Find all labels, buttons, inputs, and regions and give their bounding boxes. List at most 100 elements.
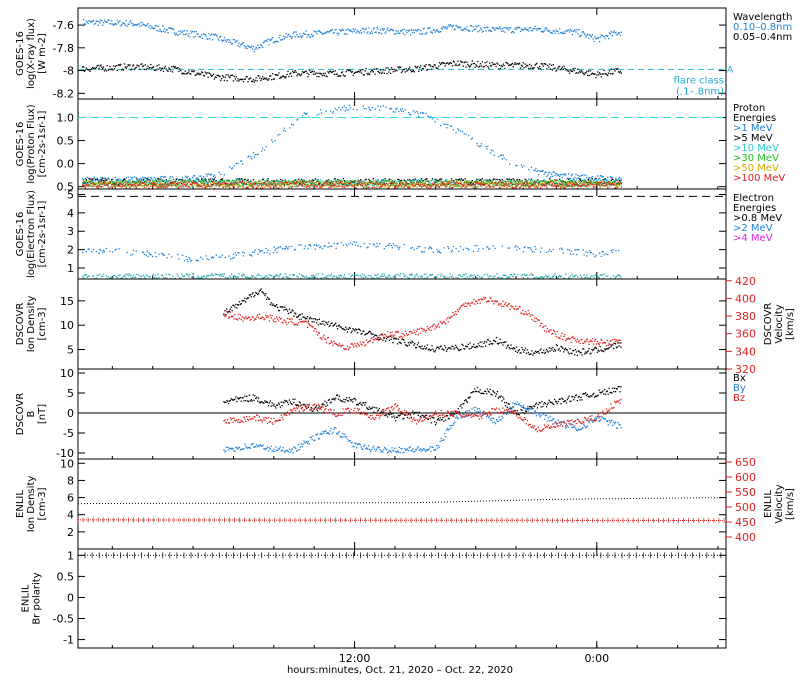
data-point [445, 183, 447, 185]
data-point [491, 179, 493, 181]
data-point [571, 33, 573, 36]
data-point [172, 184, 175, 187]
data-point [177, 253, 179, 255]
data-point [97, 182, 99, 184]
data-point [218, 181, 220, 183]
data-point [241, 184, 244, 186]
data-point [510, 32, 513, 34]
data-point [140, 185, 142, 187]
data-point [321, 180, 324, 182]
data-point [491, 182, 493, 185]
data-point [502, 182, 504, 184]
data-point [364, 179, 366, 181]
data-point [241, 79, 243, 81]
data-point [383, 182, 385, 184]
data-point [150, 176, 152, 178]
data-point [82, 24, 84, 27]
data-point [344, 33, 346, 35]
data-point [417, 65, 419, 68]
data-point [167, 181, 169, 183]
data-point [556, 173, 558, 175]
data-point [384, 183, 386, 185]
data-point [278, 183, 280, 186]
data-point [511, 30, 513, 33]
data-point [384, 32, 386, 34]
data-point [586, 70, 588, 72]
data-point [326, 179, 328, 181]
data-point [298, 178, 300, 180]
data-point [450, 187, 453, 189]
data-point [388, 179, 390, 181]
data-point [541, 182, 543, 185]
data-point [380, 179, 383, 181]
data-point [595, 184, 597, 186]
data-point [359, 184, 361, 186]
data-point [158, 30, 160, 32]
data-point [291, 183, 294, 185]
data-point [91, 68, 93, 70]
data-point [340, 30, 342, 32]
data-point [162, 253, 164, 255]
data-point [350, 180, 352, 183]
data-point [458, 129, 460, 131]
data-point [320, 185, 323, 188]
data-point [379, 183, 381, 185]
data-point [601, 176, 603, 178]
data-point [484, 62, 486, 64]
data-point [123, 23, 126, 25]
data-point [353, 180, 355, 182]
data-point [430, 31, 432, 33]
data-point [146, 67, 148, 70]
data-point [529, 182, 531, 184]
data-point [303, 183, 305, 185]
data-point [233, 39, 235, 41]
data-point [173, 67, 176, 69]
data-point [420, 186, 423, 188]
data-point [424, 182, 426, 184]
data-point [504, 184, 506, 186]
data-point [242, 81, 245, 83]
data-point [598, 183, 600, 186]
data-point [530, 29, 533, 32]
data-point [165, 183, 167, 186]
data-point [509, 183, 511, 185]
data-point [285, 32, 287, 35]
data-point [159, 183, 161, 185]
data-point [464, 27, 466, 30]
data-point [456, 182, 458, 184]
data-point [358, 184, 360, 186]
data-point [572, 181, 574, 184]
data-point [355, 241, 357, 243]
data-point [400, 185, 403, 187]
data-point [591, 183, 593, 186]
data-point [380, 185, 382, 187]
data-point [492, 27, 494, 29]
data-point [254, 183, 256, 186]
data-point [124, 24, 126, 26]
data-point [291, 123, 293, 126]
data-point [430, 183, 432, 185]
data-point [617, 179, 619, 181]
data-point [162, 254, 165, 256]
data-point [140, 182, 142, 184]
data-point [158, 185, 160, 187]
data-point [103, 19, 106, 21]
data-point [135, 180, 137, 183]
data-point [241, 178, 243, 180]
data-point [286, 36, 288, 38]
data-point [206, 183, 208, 185]
data-point [559, 65, 561, 68]
data-point [177, 185, 179, 187]
data-point [525, 179, 527, 181]
data-point [457, 179, 459, 181]
data-point [110, 68, 112, 71]
data-point [87, 69, 89, 71]
data-point [496, 62, 498, 64]
data-point [310, 182, 312, 184]
data-point [195, 179, 197, 181]
legend-entry: >50 MeV [733, 163, 779, 174]
data-point [332, 182, 335, 184]
data-point [309, 186, 311, 188]
data-point [294, 181, 296, 183]
